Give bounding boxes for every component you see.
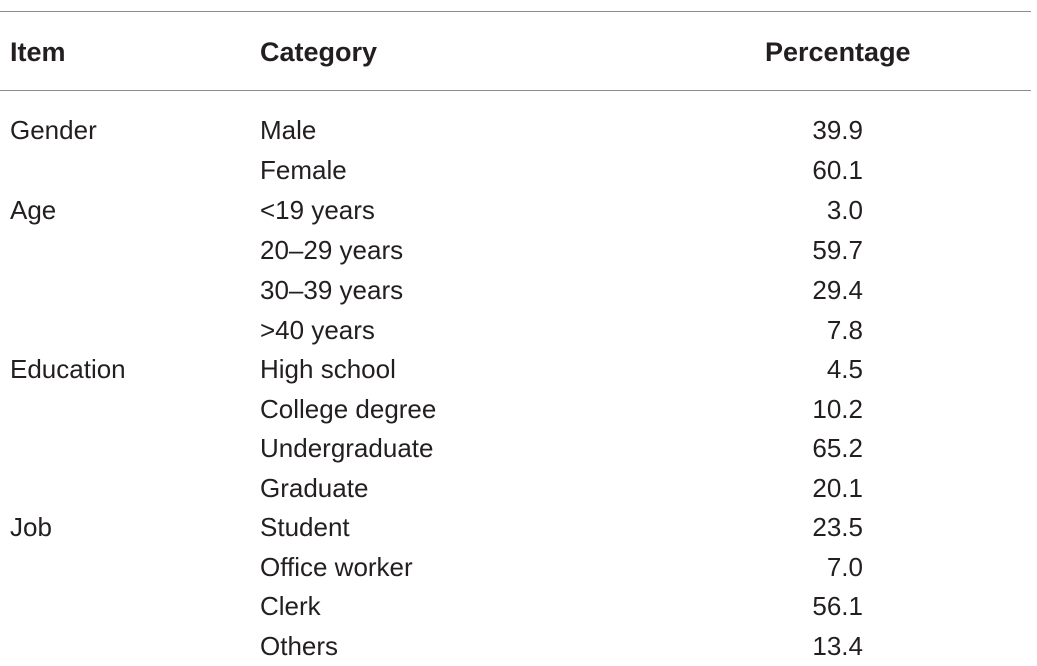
header-percentage: Percentage <box>765 37 911 67</box>
category-cell: 30–39 years <box>260 275 404 305</box>
category-cell: 20–29 years <box>260 235 404 265</box>
table-row: Education High school 4.5 <box>0 349 1031 389</box>
percentage-cell: 13.4 <box>812 631 863 661</box>
percentage-cell: 60.1 <box>812 155 863 185</box>
category-cell: Student <box>260 512 350 542</box>
category-cell: Male <box>260 115 317 145</box>
percentage-cell: 39.9 <box>812 115 863 145</box>
item-cell: Job <box>10 512 52 542</box>
table-row: 30–39 years 29.4 <box>0 270 1031 310</box>
percentage-cell: 29.4 <box>812 275 863 305</box>
percentage-cell: 3.0 <box>826 195 863 225</box>
category-cell: College degree <box>260 394 437 424</box>
table-row: Others 13.4 <box>0 626 1031 666</box>
percentage-cell: 7.8 <box>826 315 863 345</box>
percentage-cell: 7.0 <box>826 552 863 582</box>
item-cell: Age <box>10 195 57 225</box>
header-category: Category <box>260 37 378 67</box>
table-row: Undergraduate 65.2 <box>0 428 1031 468</box>
percentage-cell: 65.2 <box>812 433 863 463</box>
category-cell: Office worker <box>260 552 413 582</box>
category-cell: >40 years <box>260 315 375 345</box>
category-cell: High school <box>260 354 396 384</box>
table-row: Office worker 7.0 <box>0 547 1031 587</box>
percentage-cell: 20.1 <box>812 473 863 503</box>
item-cell: Education <box>10 354 126 384</box>
category-cell: Graduate <box>260 473 369 503</box>
table-row: Gender Male 39.9 <box>0 110 1031 150</box>
table-row: Job Student 23.5 <box>0 507 1031 547</box>
category-cell: Female <box>260 155 347 185</box>
percentage-cell: 23.5 <box>812 512 863 542</box>
category-cell: Clerk <box>260 591 321 621</box>
category-cell: Others <box>260 631 339 661</box>
table-row: Female 60.1 <box>0 150 1031 190</box>
table-row: >40 years 7.8 <box>0 310 1031 350</box>
table-row: Age <19 years 3.0 <box>0 190 1031 230</box>
percentage-cell: 59.7 <box>812 235 863 265</box>
table-row: Graduate 20.1 <box>0 468 1031 508</box>
percentage-cell: 4.5 <box>826 354 863 384</box>
header-rule <box>0 90 1031 91</box>
percentage-cell: 10.2 <box>812 394 863 424</box>
category-cell: <19 years <box>260 195 375 225</box>
top-rule <box>0 11 1031 12</box>
item-cell: Gender <box>10 115 97 145</box>
table-row: Clerk 56.1 <box>0 586 1031 626</box>
category-cell: Undergraduate <box>260 433 434 463</box>
percentage-cell: 56.1 <box>812 591 863 621</box>
header-item: Item <box>10 37 66 67</box>
table-row: College degree 10.2 <box>0 389 1031 429</box>
table-row: 20–29 years 59.7 <box>0 230 1031 270</box>
